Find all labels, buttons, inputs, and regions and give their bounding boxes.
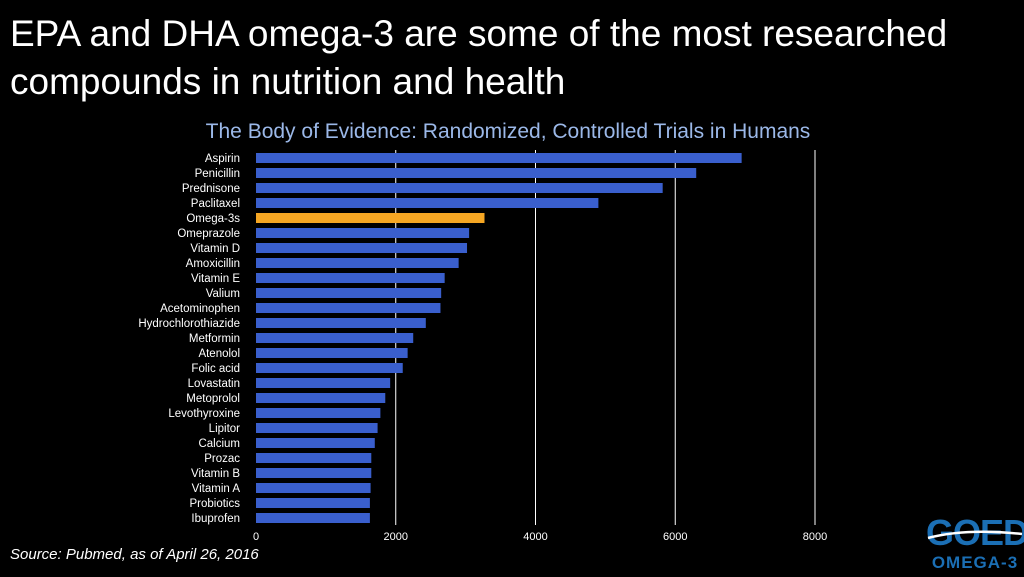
bar-penicillin <box>256 168 697 178</box>
bar-vitamin-b <box>256 468 372 478</box>
category-label: Vitamin B <box>191 468 240 480</box>
category-label: Metformin <box>189 333 240 345</box>
x-tick-label: 6000 <box>663 531 687 543</box>
bar-calcium <box>256 438 375 448</box>
bar-metformin <box>256 333 414 343</box>
logo-swoosh-icon <box>927 530 1023 540</box>
x-tick-label: 4000 <box>523 531 547 543</box>
bar-aspirin <box>256 153 742 163</box>
category-label: Hydrochlorothiazide <box>138 318 240 330</box>
bar-valium <box>256 288 442 298</box>
bar-lovastatin <box>256 378 391 388</box>
source-note: Source: Pubmed, as of April 26, 2016 <box>10 546 259 563</box>
category-label: Vitamin D <box>190 243 240 255</box>
bar-vitamin-a <box>256 483 371 493</box>
category-label: Omega-3s <box>186 213 240 225</box>
slide-headline: EPA and DHA omega-3 are some of the most… <box>10 13 948 102</box>
category-label: Calcium <box>198 438 240 450</box>
category-label: Folic acid <box>191 363 240 375</box>
chart-title: The Body of Evidence: Randomized, Contro… <box>206 120 811 143</box>
category-label: Prednisone <box>182 183 240 195</box>
category-label: Lovastatin <box>188 378 240 390</box>
goed-logo: GOED OMEGA-3 <box>926 514 1024 577</box>
category-label: Penicillin <box>195 168 240 180</box>
category-label: Amoxicillin <box>186 258 240 270</box>
logo-subtitle: OMEGA-3 <box>931 553 1019 572</box>
category-label: Ibuprofen <box>191 513 240 525</box>
bar-omeprazole <box>256 228 470 238</box>
category-label: Omeprazole <box>177 228 240 240</box>
category-label: Probiotics <box>190 498 241 510</box>
category-label: Prozac <box>204 453 240 465</box>
bar-ibuprofen <box>256 513 370 523</box>
x-tick-label: 0 <box>253 531 259 543</box>
category-label: Acetominophen <box>160 303 240 315</box>
bar-prednisone <box>256 183 663 193</box>
bar-vitamin-e <box>256 273 445 283</box>
x-tick-label: 8000 <box>803 531 827 543</box>
bar-vitamin-d <box>256 243 468 253</box>
bar-omega-3s <box>256 213 485 223</box>
category-label: Paclitaxel <box>191 198 240 210</box>
bar-paclitaxel <box>256 198 599 208</box>
bar-folic-acid <box>256 363 403 373</box>
category-label: Vitamin E <box>191 273 240 285</box>
category-label: Atenolol <box>198 348 240 360</box>
category-label: Aspirin <box>205 153 240 165</box>
bar-atenolol <box>256 348 408 358</box>
category-label: Valium <box>206 288 240 300</box>
category-label: Metoprolol <box>186 393 240 405</box>
bar-levothyroxine <box>256 408 381 418</box>
bar-probiotics <box>256 498 370 508</box>
bar-amoxicillin <box>256 258 459 268</box>
category-label: Vitamin A <box>192 483 241 495</box>
category-label: Levothyroxine <box>168 408 240 420</box>
bar-acetominophen <box>256 303 441 313</box>
bar-hydrochlorothiazide <box>256 318 426 328</box>
bar-lipitor <box>256 423 378 433</box>
bar-prozac <box>256 453 372 463</box>
x-tick-label: 2000 <box>384 531 408 543</box>
bar-metoprolol <box>256 393 386 403</box>
category-label: Lipitor <box>209 423 240 435</box>
